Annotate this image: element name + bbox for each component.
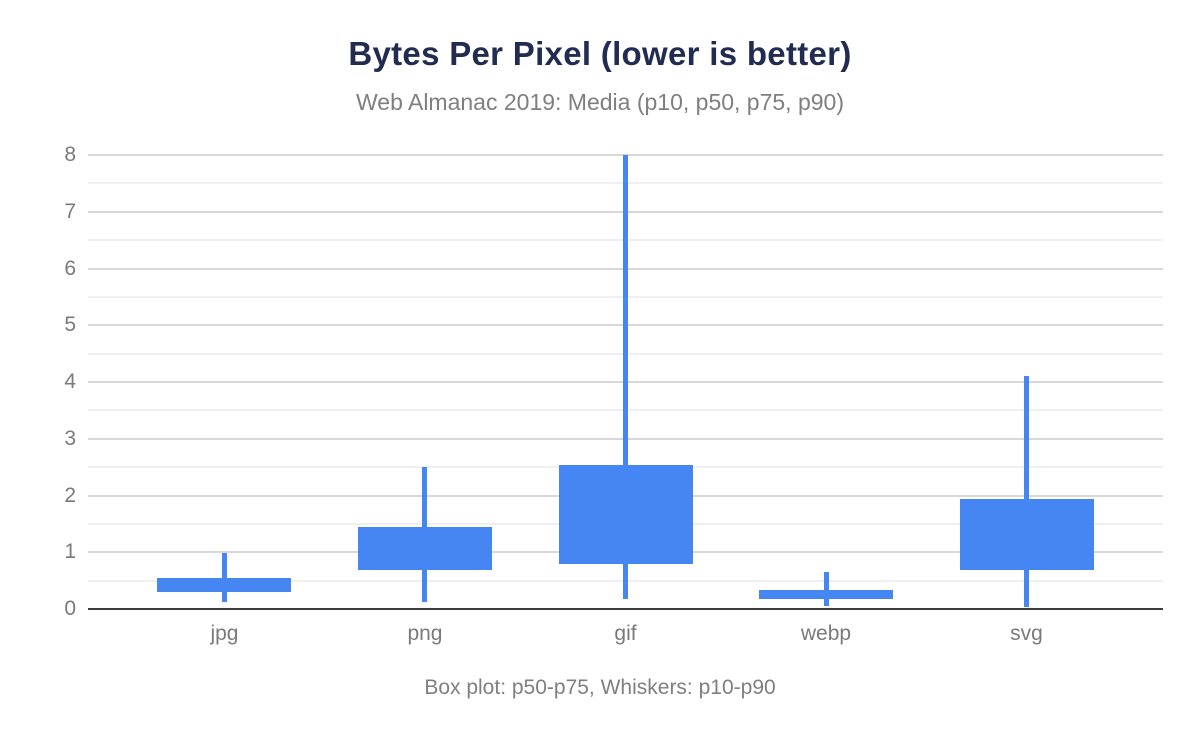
legend-note: Box plot: p50-p75, Whiskers: p10-p90 <box>424 676 776 699</box>
x-axis-label-webp: webp <box>800 622 852 645</box>
x-axis-label-gif: gif <box>614 622 637 645</box>
box-webp[interactable] <box>759 590 893 599</box>
whisker-jpg[interactable] <box>221 553 227 603</box>
box-png[interactable] <box>357 526 492 570</box>
whisker-webp[interactable] <box>823 572 829 606</box>
y-axis-tick-label: 4 <box>64 370 76 393</box>
x-axis-line <box>88 608 1163 610</box>
y-axis-tick-label: 2 <box>64 483 76 507</box>
box-jpg[interactable] <box>157 577 292 592</box>
y-axis-tick-label: 7 <box>64 199 76 223</box>
whisker-svg[interactable] <box>1024 376 1030 608</box>
plot-area: 0 1 2 3 4 5 6 7 8 jpg png gif webp svg <box>64 143 1163 645</box>
y-axis-tick-label: 3 <box>64 426 76 450</box>
whisker-gif[interactable] <box>623 155 628 600</box>
chart-subtitle: Web Almanac 2019: Media (p10, p50, p75, … <box>355 89 844 115</box>
y-axis-tick-label: 6 <box>64 256 76 280</box>
chart-title: Bytes Per Pixel (lower is better) <box>348 35 852 72</box>
x-axis-label-png: png <box>407 622 443 645</box>
y-axis-tick-label: 1 <box>64 540 76 564</box>
x-axis-label-svg: svg <box>1010 622 1043 645</box>
y-axis-tick-label: 8 <box>64 143 76 166</box>
x-axis-label-jpg: jpg <box>210 622 239 645</box>
y-axis-tick-label: 5 <box>64 313 76 337</box>
box-svg[interactable] <box>959 499 1094 571</box>
box-gif[interactable] <box>558 465 693 564</box>
y-axis-tick-label: 0 <box>64 597 76 620</box>
